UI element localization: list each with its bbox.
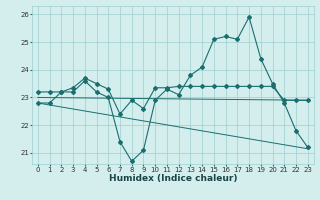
X-axis label: Humidex (Indice chaleur): Humidex (Indice chaleur) (108, 174, 237, 183)
